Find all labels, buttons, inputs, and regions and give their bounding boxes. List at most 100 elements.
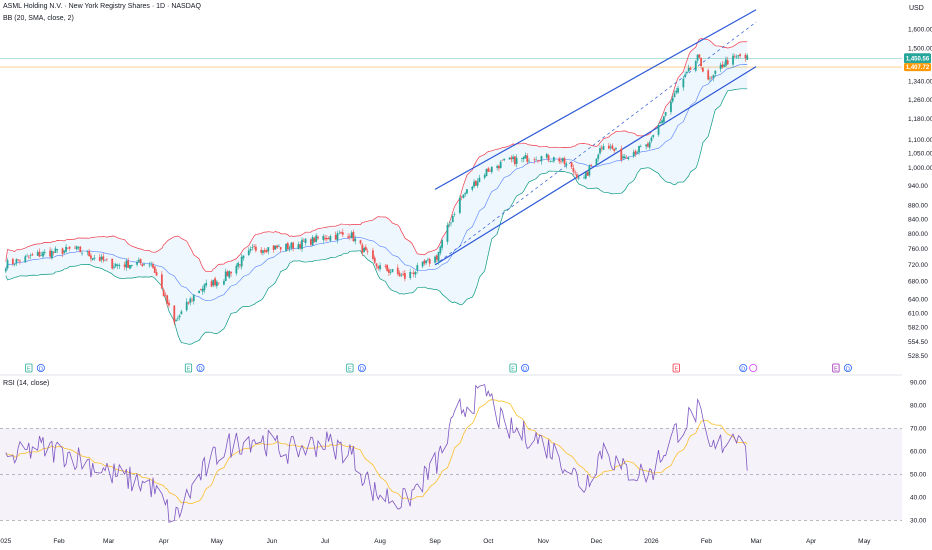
event-icon-earnings: E [25, 363, 33, 373]
rsi-tick-label: 40.00 [910, 494, 927, 501]
candle-body [304, 238, 307, 244]
last-price-badge-bg [904, 53, 931, 64]
candle [274, 245, 277, 250]
candle-body [403, 273, 406, 279]
candle-body [260, 249, 263, 253]
candle [265, 248, 268, 253]
candle [313, 236, 316, 243]
candle [11, 257, 14, 267]
candle-body [114, 264, 117, 267]
candle [341, 228, 344, 238]
candle-body [427, 258, 429, 260]
candle [249, 246, 252, 254]
candle [448, 221, 451, 228]
candle-body [242, 255, 245, 259]
candle-body [230, 271, 232, 274]
marker-price-badge-text: 1,407.72 [906, 65, 930, 71]
candle-body [81, 253, 83, 254]
candle-body [515, 157, 518, 164]
candle-body [645, 144, 648, 147]
candle [560, 157, 562, 165]
candle-body [325, 237, 328, 240]
candle [411, 272, 413, 274]
candle-body [462, 194, 465, 198]
candle-body [61, 248, 64, 254]
candle [27, 254, 30, 260]
candle [311, 235, 314, 246]
candle-body [341, 232, 344, 235]
candle [725, 56, 727, 68]
candle [698, 54, 701, 59]
candle-body [329, 235, 332, 241]
candle [86, 250, 89, 256]
candle-body [203, 284, 206, 291]
candle [611, 143, 614, 150]
candle [309, 238, 312, 247]
candle [503, 158, 506, 162]
candle [50, 248, 53, 260]
rsi-tick-label: 50.00 [910, 471, 927, 478]
candle [490, 165, 493, 175]
candle-body [249, 248, 252, 251]
time-tick-label: 2026 [644, 538, 659, 545]
candle [696, 54, 699, 64]
candle [512, 154, 514, 163]
candle-body [478, 177, 481, 183]
candle [576, 171, 578, 180]
candle [297, 241, 300, 250]
candle-body [521, 158, 523, 159]
candle-body [570, 162, 573, 168]
candle-body [254, 246, 257, 251]
candle-body [446, 225, 449, 242]
candle-body [90, 255, 92, 259]
candle-body [701, 67, 704, 72]
candle-body [712, 74, 715, 79]
candle [36, 249, 39, 256]
candle-body [533, 159, 536, 161]
candle-body [412, 272, 415, 275]
candle [254, 244, 257, 253]
candle [607, 142, 610, 150]
candle-body [474, 180, 477, 186]
candle [168, 299, 170, 308]
price-tick-label: 1,180.00 [908, 116, 932, 123]
candle-body [75, 246, 78, 250]
event-icon-shape [357, 363, 366, 372]
candle [118, 263, 121, 270]
time-tick-label: Oct [483, 538, 493, 545]
candle-body [137, 259, 140, 262]
candle [102, 253, 105, 263]
candle-body [334, 235, 337, 240]
candle-body [671, 97, 674, 102]
candle-body [388, 269, 390, 273]
candle [389, 268, 392, 275]
candle-body [348, 236, 351, 238]
candle-body [588, 165, 591, 176]
candle-body [224, 271, 227, 282]
candle-body [299, 244, 302, 248]
candle [735, 54, 738, 59]
candle [364, 244, 367, 251]
rsi-pane [0, 384, 902, 523]
candle-body [622, 156, 624, 159]
candle [737, 55, 740, 60]
candle-body [652, 135, 655, 137]
candle [450, 222, 452, 227]
candle-body [6, 260, 9, 269]
candle-body [198, 290, 201, 294]
candle-body [496, 166, 499, 168]
candle-body [274, 245, 277, 250]
candle-body [694, 61, 697, 71]
candle [123, 261, 126, 271]
candle-body [66, 247, 69, 249]
candle [496, 164, 499, 171]
candle [474, 180, 477, 186]
time-tick-label: Mar [103, 538, 115, 545]
candle [24, 254, 27, 263]
candle-body [91, 258, 94, 260]
candle-body [615, 148, 617, 150]
candle-body [324, 237, 326, 240]
price-tick-label: 1,000.00 [908, 165, 932, 172]
